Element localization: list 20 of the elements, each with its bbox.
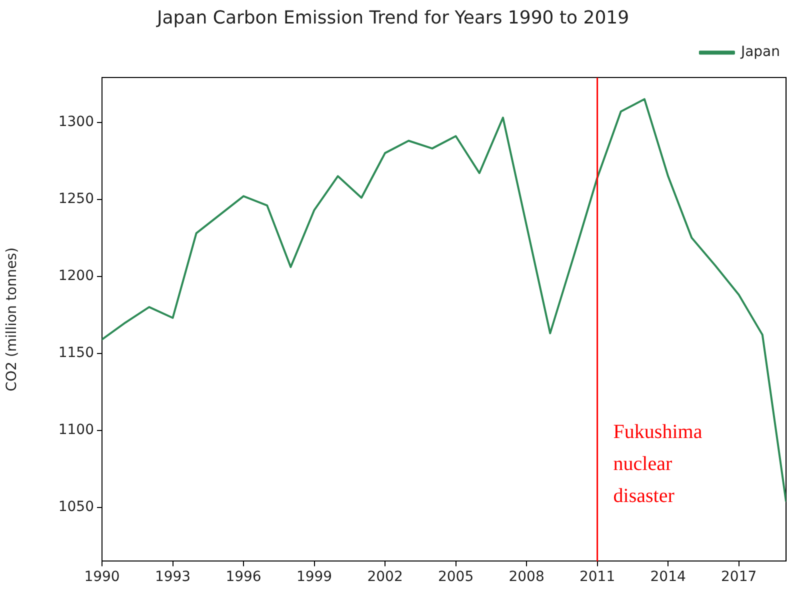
y-tick-label: 1200: [58, 268, 94, 284]
x-tick-label: 2008: [508, 569, 544, 586]
x-tick-label: 1990: [84, 569, 120, 586]
y-tick-label: 1150: [58, 344, 94, 361]
y-axis-title: CO2 (million tonnes): [4, 247, 20, 392]
x-tick-label: 1993: [154, 569, 191, 586]
x-tick-label: 2002: [367, 569, 403, 586]
y-tick-label: 1300: [58, 114, 94, 130]
x-tick-label: 2005: [438, 569, 474, 586]
x-tick-label: 1999: [296, 569, 332, 586]
x-tick-label: 2017: [721, 569, 757, 586]
chart-title: Japan Carbon Emission Trend for Years 1990 to 2019: [156, 7, 630, 28]
x-tick-label: 1996: [226, 569, 262, 586]
y-tick-label: 1100: [58, 422, 94, 438]
ref-line-label: Fukushima nuclear disaster: [613, 420, 702, 507]
x-tick-label: 2011: [579, 569, 616, 586]
y-tick-label: 1050: [58, 498, 94, 515]
y-tick-label: 1250: [58, 190, 94, 207]
legend-label: Japan: [740, 44, 780, 60]
x-tick-label: 2014: [650, 569, 686, 586]
